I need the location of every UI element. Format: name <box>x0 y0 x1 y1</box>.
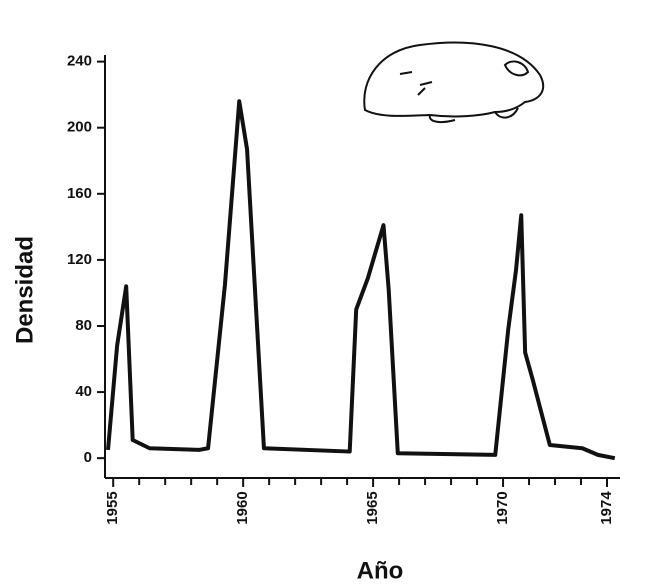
x-tick-label: 1974 <box>598 491 615 525</box>
x-tick-label: 1965 <box>364 491 381 524</box>
y-tick-label: 120 <box>67 251 92 268</box>
y-tick-label: 200 <box>67 119 92 136</box>
lemming-illustration <box>363 41 545 124</box>
y-tick-label: 0 <box>84 449 92 466</box>
x-tick-label: 1955 <box>104 491 121 524</box>
y-tick-label: 40 <box>75 383 92 400</box>
y-tick-label: 80 <box>75 317 92 334</box>
y-tick-label: 160 <box>67 185 92 202</box>
x-tick-label: 1970 <box>494 491 511 524</box>
y-tick-label: 240 <box>67 53 92 70</box>
x-axis-title: Año <box>357 557 404 584</box>
y-axis-title: Densidad <box>11 236 38 344</box>
x-tick-label: 1960 <box>234 491 251 524</box>
data-line <box>106 99 616 461</box>
